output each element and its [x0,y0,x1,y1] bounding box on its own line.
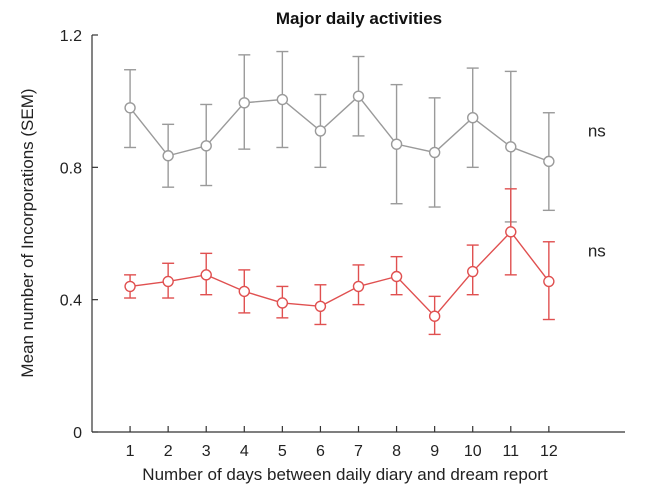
x-tick-label: 3 [202,443,211,460]
x-tick-label: 10 [464,443,482,460]
x-tick-label: 11 [502,443,519,460]
y-tick-label: 0.4 [60,293,82,310]
data-point [467,265,479,278]
data-point [505,141,517,153]
significance-label: ns [588,121,606,140]
x-tick-label: 2 [164,443,173,460]
data-point [200,140,212,152]
data-point [124,280,136,293]
data-point [390,270,403,283]
data-point [314,125,327,137]
y-tick-label: 0.8 [60,160,82,177]
x-tick-label: 4 [240,443,249,460]
data-point [162,275,174,288]
x-tick-label: 5 [278,443,287,460]
data-point [390,138,403,150]
data-point [428,146,441,159]
x-tick-label: 8 [392,443,401,460]
data-point [505,226,517,238]
data-point [200,269,212,281]
data-point [352,90,365,102]
data-point [276,93,289,106]
data-point [352,280,365,293]
significance-label: ns [588,241,606,260]
data-point [543,155,555,168]
x-tick-label: 9 [430,443,439,460]
x-tick-label: 12 [540,443,558,460]
data-point [238,285,250,298]
x-tick-label: 6 [316,443,325,460]
series-2: ns [124,188,606,336]
y-axis-label: Mean number of Incorporations (SEM) [18,88,37,377]
series-1: ns [124,50,606,223]
series-layer: ns ns [124,50,606,336]
x-axis-label: Number of days between daily diary and d… [142,465,548,484]
chart-title: Major daily activities [276,9,442,28]
data-point [314,300,327,312]
series-line [129,95,550,163]
x-tick-label: 1 [126,443,135,460]
data-point [238,97,250,109]
series-line [129,230,550,318]
data-point [543,275,555,288]
y-tick-label: 1.2 [60,28,82,45]
x-tick-label: 7 [354,443,363,460]
y-ticks: 0 0.4 0.8 1.2 [60,28,98,442]
data-point [428,310,441,322]
x-ticks: 1 2 3 4 5 6 7 8 9 10 11 12 [126,426,558,460]
data-point [467,112,479,124]
data-point [162,150,174,162]
data-point [276,297,289,309]
y-tick-label: 0 [73,425,82,442]
data-point [124,102,136,114]
